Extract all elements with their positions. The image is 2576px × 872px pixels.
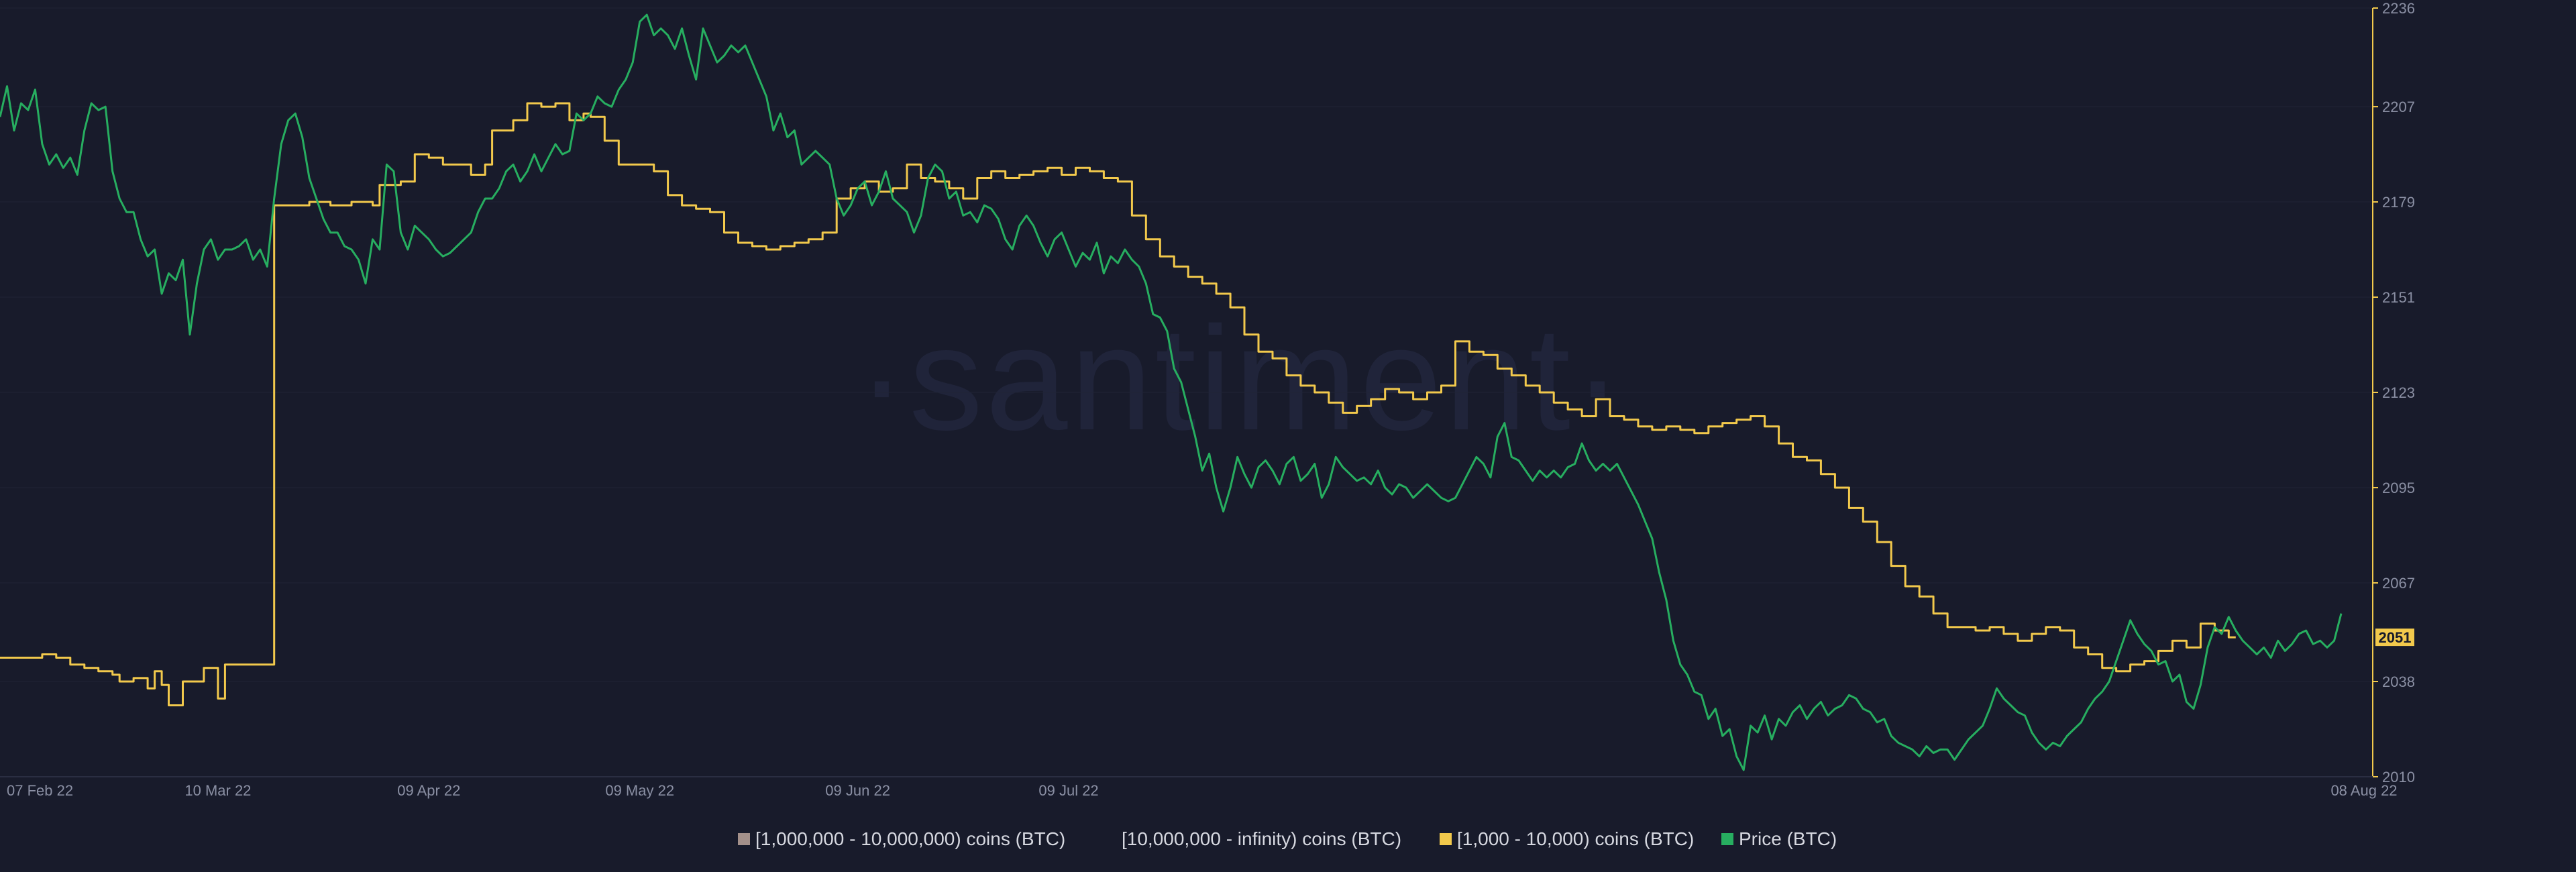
y-axis-ticks: 2236 2207 2179 2151 2123 2095 2067 2038 2010: [2373, 0, 2415, 785]
y-tick-label-1: 2207: [2382, 99, 2415, 115]
current-value-marker: 2051: [2375, 629, 2414, 647]
series-line-1-000-10-000-coins-btc: [0, 102, 2236, 706]
x-tick-label-2: 09 Apr 22: [397, 782, 460, 799]
watermark: ·santiment·: [857, 296, 1625, 461]
y-tick-label-3: 2151: [2382, 289, 2415, 306]
current-value-badge: [2375, 629, 2414, 647]
legend-label-3[interactable]: Price (BTC): [1739, 828, 1837, 849]
y-tick-label-4: 2123: [2382, 384, 2415, 401]
legend: [1,000,000 - 10,000,000) coins (BTC) [10,…: [738, 828, 1837, 849]
legend-label-1[interactable]: [10,000,000 - infinity) coins (BTC): [1122, 828, 1401, 849]
y-tick-label-2: 2179: [2382, 194, 2415, 211]
x-tick-label-3: 09 May 22: [605, 782, 674, 799]
legend-label-2[interactable]: [1,000 - 10,000) coins (BTC): [1457, 828, 1694, 849]
legend-swatch-0: [738, 833, 750, 845]
series-layer: [0, 13, 2343, 771]
x-tick-label-5: 09 Jul 22: [1038, 782, 1098, 799]
series-line-price-btc: [0, 13, 2343, 771]
y-tick-label-7: 2038: [2382, 673, 2415, 690]
legend-swatch-2: [1440, 833, 1452, 845]
legend-swatch-3: [1721, 833, 1733, 845]
y-tick-label-6: 2067: [2382, 575, 2415, 592]
x-tick-label-1: 10 Mar 22: [184, 782, 251, 799]
x-axis-ticks: 07 Feb 22 10 Mar 22 09 Apr 22 09 May 22 09 J…: [7, 782, 2398, 799]
x-tick-label-6: 08 Aug 22: [2330, 782, 2397, 799]
current-value-label: 2051: [2379, 629, 2412, 646]
y-tick-label-5: 2095: [2382, 480, 2415, 496]
y-tick-label-0: 2236: [2382, 0, 2415, 17]
x-tick-label-4: 09 Jun 22: [825, 782, 890, 799]
legend-label-0[interactable]: [1,000,000 - 10,000,000) coins (BTC): [755, 828, 1065, 849]
x-tick-label-0: 07 Feb 22: [7, 782, 73, 799]
y-tick-label-8: 2010: [2382, 769, 2415, 785]
